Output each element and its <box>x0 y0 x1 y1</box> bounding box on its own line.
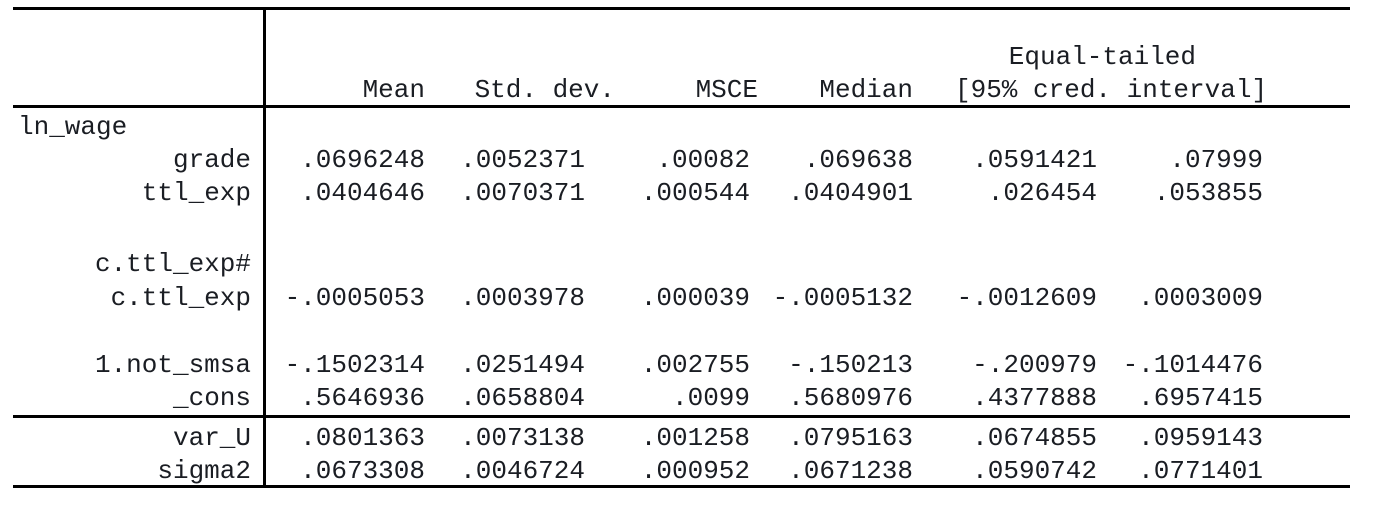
cell-mean: .0696248 <box>300 145 425 175</box>
cell-cred-lower: -.200979 <box>972 350 1097 380</box>
cell-mean: -.0005053 <box>284 283 425 313</box>
table-row: sigma2 .0673308 .0046724 .000952 .0671238 .05… <box>0 454 1374 488</box>
cell-cred-upper: .0959143 <box>1138 423 1263 453</box>
cell-msce: .000039 <box>640 283 750 313</box>
table-row: c.ttl_exp -.0005053 .0003978 .000039 -.00051… <box>0 281 1374 315</box>
cell-cred-lower: .0674855 <box>972 423 1097 453</box>
cell-mean: .5646936 <box>300 383 425 413</box>
table-row: ln_wage <box>0 110 1374 144</box>
equal-tailed-header: Equal-tailed <box>1008 42 1196 72</box>
bottom-rule <box>13 485 1350 488</box>
col-header-cred-interval: [95% cred. interval] <box>955 75 1268 105</box>
cell-median: .0671238 <box>788 456 913 486</box>
cell-cred-lower: .026454 <box>987 178 1097 208</box>
cell-msce: .0099 <box>671 383 750 413</box>
cell-cred-upper: -.1014476 <box>1122 350 1263 380</box>
cell-cred-lower: .4377888 <box>972 383 1097 413</box>
cell-std-dev: .0046724 <box>460 456 585 486</box>
cell-median: -.150213 <box>788 350 913 380</box>
table-row: var_U .0801363 .0073138 .001258 .0795163 .067… <box>0 421 1374 455</box>
cell-std-dev: .0251494 <box>460 350 585 380</box>
row-label: ttl_exp <box>141 178 251 208</box>
table-row: grade .0696248 .0052371 .00082 .069638 .05914… <box>0 143 1374 177</box>
cell-median: -.0005132 <box>772 283 913 313</box>
top-rule <box>13 7 1350 10</box>
cell-msce: .00082 <box>656 145 750 175</box>
cell-msce: .002755 <box>640 350 750 380</box>
col-header-msce: MSCE <box>695 75 758 105</box>
cell-std-dev: .0073138 <box>460 423 585 453</box>
cell-mean: .0801363 <box>300 423 425 453</box>
cell-cred-lower: .0591421 <box>972 145 1097 175</box>
cell-std-dev: .0070371 <box>460 178 585 208</box>
cell-msce: .001258 <box>640 423 750 453</box>
row-label: c.ttl_exp# <box>94 249 251 279</box>
table-row: c.ttl_exp# <box>0 247 1374 281</box>
row-label: 1.not_smsa <box>94 350 251 380</box>
header-line-columns: Mean Std. dev. MSCE Median [95% cred. in… <box>0 73 1374 107</box>
cell-msce: .000952 <box>640 456 750 486</box>
cell-msce: .000544 <box>640 178 750 208</box>
cell-cred-lower: -.0012609 <box>956 283 1097 313</box>
cell-median: .069638 <box>803 145 913 175</box>
row-label: ln_wage <box>18 112 128 142</box>
table-row: _cons .5646936 .0658804 .0099 .5680976 .43778… <box>0 381 1374 415</box>
mid-rule <box>13 415 1350 418</box>
cell-mean: .0673308 <box>300 456 425 486</box>
cell-cred-lower: .0590742 <box>972 456 1097 486</box>
row-label: sigma2 <box>157 456 251 486</box>
header-line-equal-tailed: Equal-tailed <box>0 40 1374 74</box>
col-header-std-dev: Std. dev. <box>474 75 615 105</box>
cell-std-dev: .0658804 <box>460 383 585 413</box>
column-divider <box>263 7 266 488</box>
cell-cred-upper: .053855 <box>1153 178 1263 208</box>
table-row: ttl_exp .0404646 .0070371 .000544 .0404901 .0… <box>0 176 1374 210</box>
row-label: c.ttl_exp <box>110 283 251 313</box>
cell-cred-upper: .6957415 <box>1138 383 1263 413</box>
row-label: _cons <box>172 383 251 413</box>
col-header-mean: Mean <box>362 75 425 105</box>
cell-cred-upper: .0771401 <box>1138 456 1263 486</box>
cell-cred-upper: .07999 <box>1169 145 1263 175</box>
cell-median: .0404901 <box>788 178 913 208</box>
header-rule <box>13 105 1350 108</box>
cell-median: .5680976 <box>788 383 913 413</box>
cell-mean: .0404646 <box>300 178 425 208</box>
cell-std-dev: .0052371 <box>460 145 585 175</box>
row-label: grade <box>172 145 251 175</box>
row-label: var_U <box>172 423 251 453</box>
cell-mean: -.1502314 <box>284 350 425 380</box>
table-row: 1.not_smsa -.1502314 .0251494 .002755 -.1502… <box>0 348 1374 382</box>
cell-std-dev: .0003978 <box>460 283 585 313</box>
cell-cred-upper: .0003009 <box>1138 283 1263 313</box>
cell-median: .0795163 <box>788 423 913 453</box>
col-header-median: Median <box>819 75 913 105</box>
